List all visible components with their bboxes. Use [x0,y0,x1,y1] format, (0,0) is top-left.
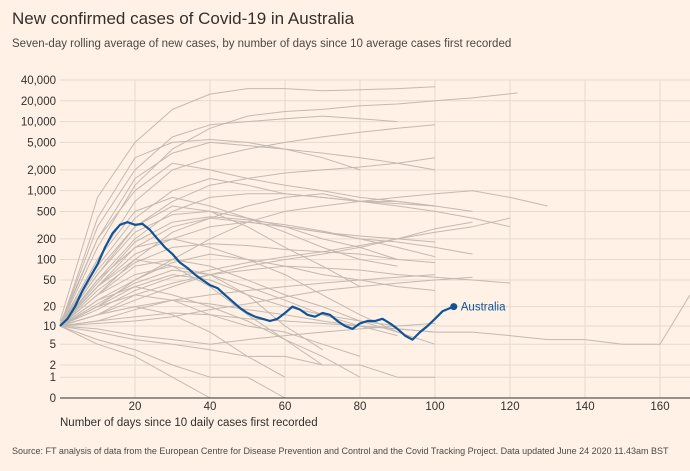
background-series-line [59,86,436,322]
background-series-line [59,259,323,366]
x-tick-labels: 20 40 60 80 100 120 140 160 [129,401,670,413]
y-tick-label: 1,000 [27,186,56,198]
background-series-line [59,238,398,333]
background-series-line [59,269,398,337]
source-note: Source: FT analysis of data from the Eur… [12,446,669,456]
background-series-line [59,274,436,327]
background-series-line [59,217,511,327]
background-series-line [59,196,398,327]
y-tick-label: 2,000 [27,165,56,177]
background-series-line [59,276,473,327]
background-series-line [59,92,518,327]
background-series-line [59,221,473,327]
y-tick-label: 5,000 [27,137,56,149]
background-series-line [59,162,436,327]
australia-label: Australia [461,302,506,314]
background-series-line [59,124,436,327]
y-tick-label: 0 [50,393,56,405]
background-series-line [59,286,361,378]
y-tick-label: 1 [50,372,56,384]
y-tick-label: 2 [50,360,56,372]
australia-line [59,221,455,341]
y-tick-label: 20 [43,302,56,314]
y-tick-label: 10 [43,321,56,333]
y-tick-label: 40,000 [21,75,56,87]
background-series-line [59,243,436,327]
y-tick-label: 20,000 [21,96,56,108]
background-series-line [59,259,436,345]
x-tick-label: 80 [354,401,367,413]
background-series-line [59,190,548,327]
x-tick-label: 140 [575,401,594,413]
background-series-line [59,294,690,345]
chart-svg: 0 12 5 10 20 50 100 200 500 1,000 2,000 5,000 10,000… [21,75,690,429]
highlight-series: Australia [59,221,506,341]
background-series-line [59,325,286,399]
x-tick-label: 40 [204,401,217,413]
x-tick-label: 160 [650,401,669,413]
x-tick-label: 100 [425,401,444,413]
background-series-line [59,141,436,324]
background-series-line [59,325,435,378]
background-series-line [59,322,436,345]
y-gridlines [60,79,690,399]
y-tick-label: 500 [37,206,56,218]
y-tick-label: 5 [50,339,56,351]
background-series-line [59,325,248,399]
background-series-line [59,115,398,327]
y-tick-label: 10,000 [21,117,56,129]
y-tick-labels: 0 12 5 10 20 50 100 200 500 1,000 2,000 5,000 10,000… [21,75,56,405]
chart-title: New confirmed cases of Covid-19 in Austr… [12,9,355,28]
background-series-line [59,210,398,327]
x-tick-label: 60 [279,401,292,413]
x-tick-label: 20 [129,401,142,413]
background-series-line [59,265,511,327]
background-series-line [59,274,398,327]
background-series-lines [59,86,690,399]
x-tick-label: 120 [500,401,519,413]
background-series-line [59,216,436,327]
y-tick-label: 50 [43,275,56,287]
australia-end-marker [450,303,458,311]
y-tick-label: 200 [37,234,56,246]
background-series-line [59,253,436,327]
background-series-line [59,178,436,327]
x-axis-label: Number of days since 10 daily cases firs… [60,417,318,429]
y-tick-label: 100 [37,255,56,267]
background-series-line [59,139,361,327]
chart-subtitle: Seven-day rolling average of new cases, … [12,38,512,50]
